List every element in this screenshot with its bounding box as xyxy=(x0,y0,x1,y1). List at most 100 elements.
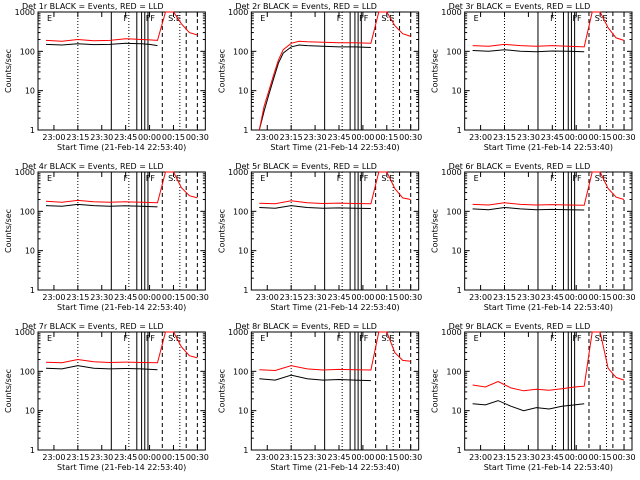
y-tick-label: 1 xyxy=(243,446,248,455)
series-lld-line xyxy=(472,331,625,392)
x-tick-label: 00:00 xyxy=(138,133,161,142)
plot-frame xyxy=(250,171,420,291)
x-tick-label: 00:00 xyxy=(351,293,374,302)
event-annotation: E xyxy=(260,334,265,343)
y-tick-label: 1 xyxy=(30,286,35,295)
x-tick-label: 00:00 xyxy=(138,453,161,462)
x-tick-label: 00:15 xyxy=(375,293,398,302)
x-tick-label: 00:00 xyxy=(565,133,588,142)
panel-det-7: Det 7r BLACK = Events, RED = LLD 1 10 100 10… xyxy=(4,322,209,472)
x-axis-label: Start Time (21-Feb-14 22:53:40) xyxy=(57,143,186,152)
event-annotation: F xyxy=(337,14,342,23)
x-tick-label: 23:45 xyxy=(541,293,564,302)
y-tick-label: 1000 xyxy=(441,328,461,337)
panel-title: Det 7r BLACK = Events, RED = LLD xyxy=(22,322,164,331)
y-axis-label: Counts/sec xyxy=(217,49,226,93)
series-events-line xyxy=(472,206,585,211)
y-tick-label: 1000 xyxy=(15,168,35,177)
plot-frame xyxy=(250,331,420,451)
y-tick-label: 10 xyxy=(451,87,461,96)
event-annotation: FF xyxy=(572,14,582,23)
y-tick-label: 10 xyxy=(451,407,461,416)
event-annotation: F xyxy=(123,174,128,183)
x-tick-label: 00:30 xyxy=(399,453,422,462)
plot-frame xyxy=(37,11,206,131)
x-axis-label: Start Time (21-Feb-14 22:53:40) xyxy=(57,463,186,472)
x-tick-label: 00:30 xyxy=(399,133,422,142)
x-tick-label: 23:15 xyxy=(493,453,516,462)
y-axis-label: Counts/sec xyxy=(217,209,226,253)
x-tick-label: 00:30 xyxy=(399,293,422,302)
series-events-line xyxy=(258,44,371,131)
y-tick-label: 10 xyxy=(25,87,35,96)
series-events-line xyxy=(472,49,585,53)
x-tick-label: 23:00 xyxy=(469,453,492,462)
plot-frame xyxy=(464,171,633,291)
x-tick-label: 00:30 xyxy=(186,453,209,462)
y-axis-label: Counts/sec xyxy=(431,369,440,413)
event-annotation: F xyxy=(550,174,555,183)
x-tick-label: 23:30 xyxy=(304,453,327,462)
x-tick-label: 00:30 xyxy=(613,453,636,462)
x-tick-label: 23:15 xyxy=(493,293,516,302)
y-tick-label: 100 xyxy=(233,207,248,216)
x-tick-label: 23:30 xyxy=(517,453,540,462)
x-tick-label: 00:00 xyxy=(565,293,588,302)
y-tick-label: 10 xyxy=(238,247,248,256)
x-tick-label: 23:45 xyxy=(327,133,350,142)
x-tick-label: 00:15 xyxy=(375,133,398,142)
panel-title: Det 8r BLACK = Events, RED = LLD xyxy=(235,322,377,331)
y-tick-label: 1 xyxy=(30,126,35,135)
panel-title: Det 3r BLACK = Events, RED = LLD xyxy=(449,2,591,11)
event-annotation: F xyxy=(123,14,128,23)
y-tick-label: 100 xyxy=(20,367,35,376)
panel-det-9: Det 9r BLACK = Events, RED = LLD 1 10 100 10… xyxy=(431,322,636,472)
panel-det-8: Det 8r BLACK = Events, RED = LLD 1 10 100 10… xyxy=(217,322,422,472)
x-tick-label: 23:15 xyxy=(280,293,303,302)
plot-frame xyxy=(464,331,633,451)
event-annotation: E xyxy=(474,174,479,183)
x-tick-label: 23:30 xyxy=(90,133,113,142)
event-annotation: S:E xyxy=(168,174,181,183)
x-tick-label: 23:00 xyxy=(42,453,65,462)
event-annotation: F xyxy=(550,334,555,343)
event-annotation: E xyxy=(260,174,265,183)
x-axis-label: Start Time (21-Feb-14 22:53:40) xyxy=(57,303,186,312)
panel-title: Det 2r BLACK = Events, RED = LLD xyxy=(235,2,377,11)
y-tick-label: 1 xyxy=(30,446,35,455)
x-tick-label: 23:45 xyxy=(541,133,564,142)
series-events-line xyxy=(45,42,158,47)
x-tick-label: 00:15 xyxy=(375,453,398,462)
y-tick-label: 10 xyxy=(238,407,248,416)
plot-frame xyxy=(464,11,633,131)
x-tick-label: 23:45 xyxy=(327,453,350,462)
event-annotation: E xyxy=(47,14,52,23)
y-axis-label: Counts/sec xyxy=(4,369,13,413)
y-axis-label: Counts/sec xyxy=(4,49,13,93)
x-tick-label: 23:45 xyxy=(541,453,564,462)
event-annotation: FF xyxy=(146,14,156,23)
x-tick-label: 00:15 xyxy=(589,453,612,462)
y-axis-label: Counts/sec xyxy=(217,369,226,413)
event-annotation: F xyxy=(550,14,555,23)
x-tick-label: 23:15 xyxy=(280,133,303,142)
x-tick-label: 00:15 xyxy=(589,293,612,302)
x-tick-label: 23:00 xyxy=(42,293,65,302)
y-tick-label: 1 xyxy=(457,446,462,455)
series-events-line xyxy=(45,203,158,208)
series-lld-line xyxy=(258,11,411,131)
x-tick-label: 23:45 xyxy=(114,453,137,462)
event-annotation: FF xyxy=(146,334,156,343)
panel-title: Det 4r BLACK = Events, RED = LLD xyxy=(22,162,164,171)
x-tick-label: 23:15 xyxy=(280,453,303,462)
x-tick-label: 23:30 xyxy=(304,133,327,142)
x-tick-label: 23:15 xyxy=(66,453,89,462)
y-tick-label: 1000 xyxy=(441,8,461,17)
plot-frame xyxy=(250,11,420,131)
x-tick-label: 23:00 xyxy=(256,133,279,142)
series-events-line xyxy=(259,374,371,382)
y-axis-label: Counts/sec xyxy=(431,49,440,93)
event-annotation: S:E xyxy=(381,14,394,23)
x-tick-label: 23:30 xyxy=(517,133,540,142)
